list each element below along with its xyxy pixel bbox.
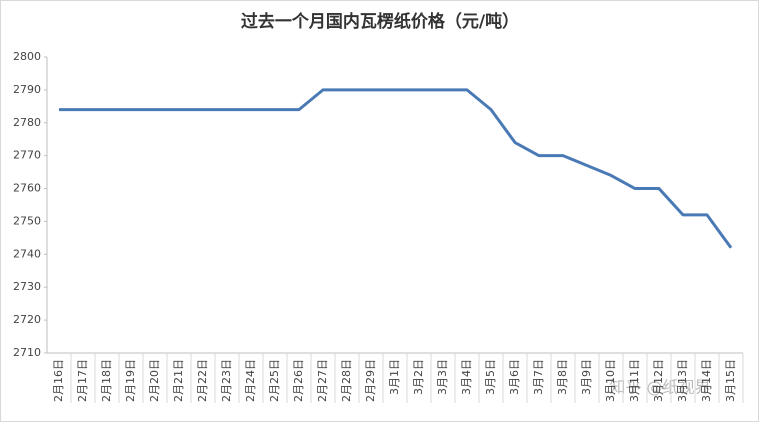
x-tick-label: 3月1日 xyxy=(388,359,401,395)
y-tick-label: 2780 xyxy=(13,116,41,129)
x-tick-label: 3月7日 xyxy=(532,359,545,395)
x-tick-label: 2月28日 xyxy=(340,359,353,402)
x-tick-label: 2月24日 xyxy=(244,359,257,402)
x-tick-label: 3月15日 xyxy=(724,359,737,402)
chart-title: 过去一个月国内瓦楞纸价格（元/吨） xyxy=(241,11,519,32)
y-tick-label: 2750 xyxy=(13,214,41,227)
x-tick-label: 3月6日 xyxy=(508,359,521,395)
y-tick-label: 2760 xyxy=(13,182,41,195)
y-tick-label: 2720 xyxy=(13,313,41,326)
x-tick-label: 2月23日 xyxy=(220,359,233,402)
x-tick-label: 3月14日 xyxy=(700,359,713,402)
x-tick-label: 2月25日 xyxy=(268,359,281,402)
x-tick-label: 2月19日 xyxy=(124,359,137,402)
line xyxy=(59,88,733,249)
x-tick-label: 3月5日 xyxy=(484,359,497,395)
x-tick-label: 2月26日 xyxy=(292,359,305,402)
x-tick-label: 3月13日 xyxy=(676,359,689,402)
x-tick-label: 3月3日 xyxy=(436,359,449,395)
x-tick-label: 2月22日 xyxy=(196,359,209,402)
x-tick-label: 3月10日 xyxy=(604,359,617,402)
y-tick-label: 2800 xyxy=(13,50,41,63)
x-tick-label: 2月29日 xyxy=(364,359,377,402)
x-tick-label: 2月27日 xyxy=(316,359,329,402)
x-tick-label: 2月20日 xyxy=(148,359,161,402)
x-tick-label: 3月9日 xyxy=(580,359,593,395)
x-tick-label: 2月18日 xyxy=(100,359,113,402)
y-tick-label: 2770 xyxy=(13,149,41,162)
x-tick-label: 2月16日 xyxy=(52,359,65,402)
y-tick-label: 2710 xyxy=(13,346,41,359)
x-tick-label: 3月11日 xyxy=(628,359,641,402)
y-tick-label: 2790 xyxy=(13,83,41,96)
x-tick-label: 3月2日 xyxy=(412,359,425,395)
x-tick-label: 2月21日 xyxy=(172,359,185,402)
watermark: 知乎 @纸视界 xyxy=(609,378,710,397)
y-tick-label: 2730 xyxy=(13,280,41,293)
x-tick-label: 3月8日 xyxy=(556,359,569,395)
x-tick-label: 2月17日 xyxy=(76,359,89,402)
x-tick-label: 3月12日 xyxy=(652,359,665,402)
x-tick-label: 3月4日 xyxy=(460,359,473,395)
y-tick-label: 2740 xyxy=(13,247,41,260)
